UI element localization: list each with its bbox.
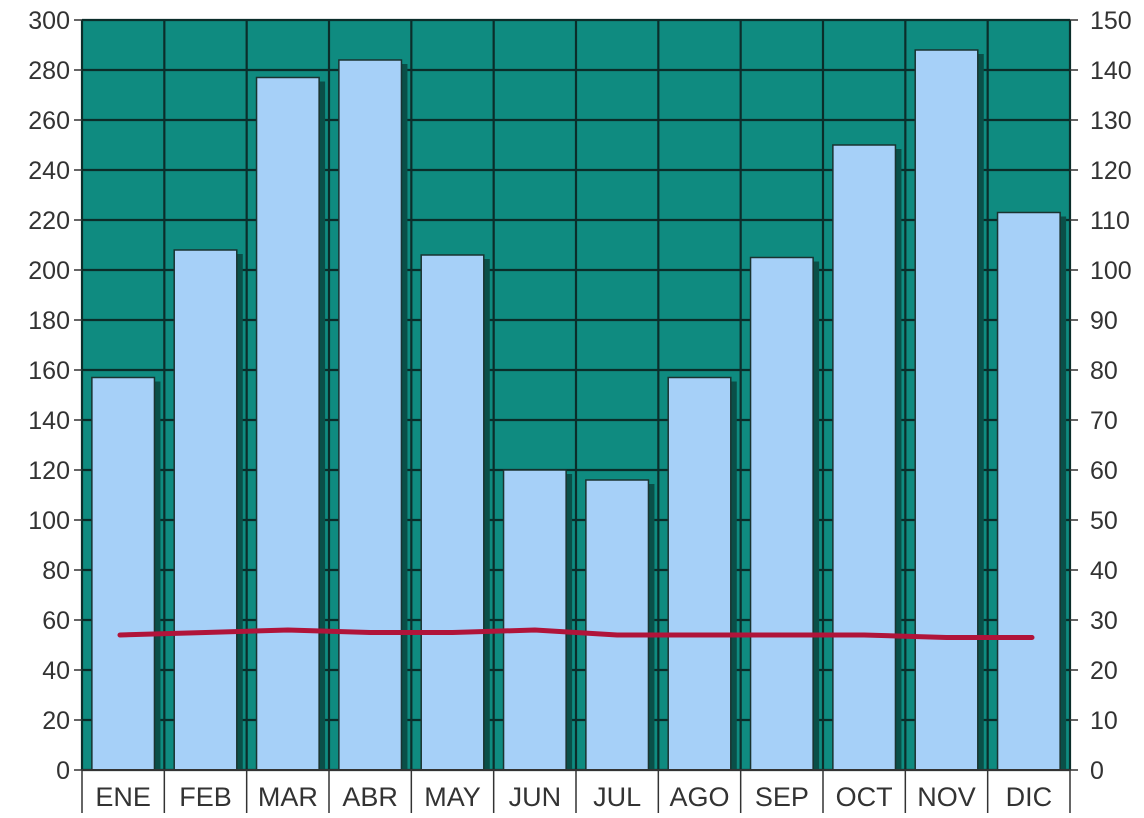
- bar: [914, 49, 979, 771]
- left-tick-label: 280: [28, 57, 70, 85]
- line-point: [203, 630, 208, 635]
- right-tick-label: 20: [1090, 657, 1118, 685]
- category-axis: ENE FEB MAR ABR MAY JUN JUL AGO SEP OCT NOV DIC: [81, 769, 1071, 813]
- line-point: [285, 628, 290, 632]
- right-tick-label: 110: [1090, 207, 1130, 235]
- bars: [91, 49, 1067, 771]
- line-point: [118, 633, 122, 637]
- left-tick-label: 120: [28, 457, 70, 485]
- left-tick-label: 240: [28, 157, 70, 185]
- line-path: [117, 627, 1035, 640]
- line-point: [697, 633, 702, 637]
- bar: [667, 376, 732, 771]
- right-tick-label: 100: [1090, 257, 1132, 285]
- bar: [338, 59, 403, 771]
- left-tick-label: 300: [28, 7, 70, 35]
- right-tick-label: 140: [1090, 57, 1132, 85]
- left-axis: 0 20 40 60 80 100 120 140 160 180 200 220 240 260 280 3…: [28, 7, 82, 785]
- right-tick-label: 10: [1090, 707, 1118, 735]
- line-point: [450, 630, 455, 635]
- bar: [996, 211, 1061, 771]
- left-tick-label: 60: [42, 607, 70, 635]
- right-tick-label: 130: [1090, 107, 1132, 135]
- category-label: FEB: [179, 782, 232, 812]
- category-label: NOV: [917, 782, 976, 812]
- right-tick-label: 120: [1090, 157, 1132, 185]
- category-label: OCT: [836, 782, 893, 812]
- gridlines: [80, 18, 1072, 772]
- line-point: [1030, 635, 1034, 640]
- left-tick-label: 220: [28, 207, 70, 235]
- left-tick-label: 100: [28, 507, 70, 535]
- right-tick-label: 80: [1090, 357, 1118, 385]
- category-label: DIC: [1006, 782, 1053, 812]
- bar: [173, 249, 238, 771]
- left-tick-label: 20: [42, 707, 70, 735]
- bar: [832, 144, 897, 771]
- left-tick-label: 180: [28, 307, 70, 335]
- line-point: [532, 628, 537, 632]
- bar: [91, 376, 156, 771]
- line-point: [368, 630, 373, 635]
- right-tick-label: 150: [1090, 7, 1132, 35]
- line-point: [615, 633, 620, 637]
- right-tick-label: 70: [1090, 407, 1118, 435]
- category-label: MAR: [258, 782, 318, 812]
- left-tick-label: 200: [28, 257, 70, 285]
- line-point: [862, 633, 867, 637]
- category-label: ABR: [342, 782, 398, 812]
- line-point: [779, 633, 784, 637]
- category-label: AGO: [669, 782, 729, 812]
- left-tick-label: 260: [28, 107, 70, 135]
- line-series: [117, 627, 1035, 640]
- left-tick-label: 0: [56, 757, 70, 785]
- left-tick-label: 80: [42, 557, 70, 585]
- bar: [749, 256, 814, 771]
- right-tick-label: 40: [1090, 557, 1118, 585]
- left-tick-label: 140: [28, 407, 70, 435]
- bar: [420, 254, 485, 771]
- right-tick-label: 30: [1090, 607, 1118, 635]
- right-tick-label: 50: [1090, 507, 1118, 535]
- bar: [255, 76, 320, 771]
- right-tick-label: 0: [1090, 757, 1104, 785]
- right-tick-label: 60: [1090, 457, 1118, 485]
- line-point: [944, 635, 949, 640]
- category-label: ENE: [95, 782, 151, 812]
- category-label: SEP: [755, 782, 809, 812]
- bar: [502, 469, 567, 771]
- category-label: JUL: [593, 782, 641, 812]
- left-tick-label: 40: [42, 657, 70, 685]
- category-label: MAY: [424, 782, 481, 812]
- right-axis: 0 10 20 30 40 50 60 70 80 90 100 110 120 130 140 150: [1070, 7, 1132, 785]
- category-label: JUN: [509, 782, 562, 812]
- left-tick-label: 160: [28, 357, 70, 385]
- bar: [585, 479, 650, 771]
- right-tick-label: 90: [1090, 307, 1118, 335]
